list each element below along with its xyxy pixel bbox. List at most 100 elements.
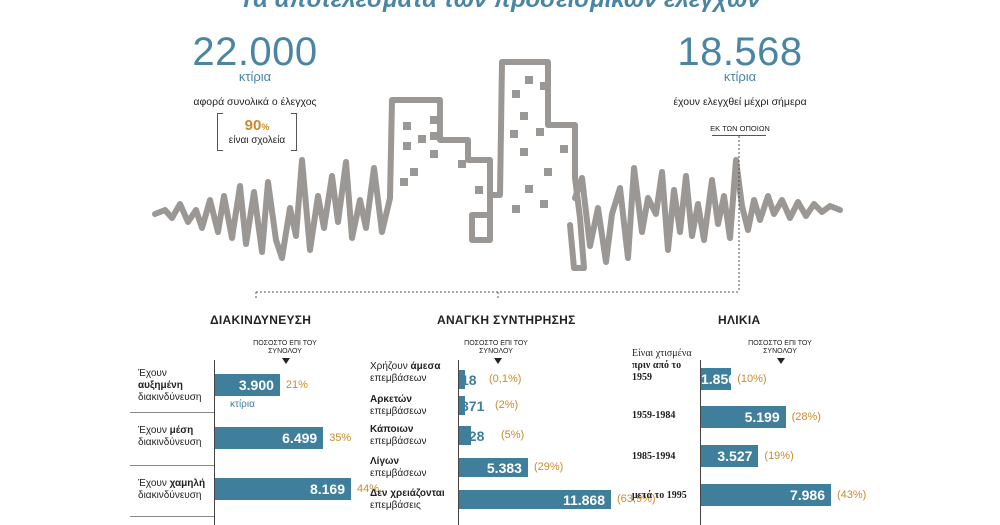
data-bar xyxy=(459,426,471,445)
data-bar xyxy=(701,484,831,506)
label-prefix: Είναι χτισμένα xyxy=(632,348,692,359)
data-bar xyxy=(459,490,611,509)
label-emphasis: μετά το 1995 xyxy=(632,490,687,501)
risk-section-title: ΔΙΑΚΙΝΔΥΝΕΥΣΗ xyxy=(210,313,312,327)
bar-unit-note: κτίρια xyxy=(230,399,255,410)
bar-value-label: 5.383 xyxy=(486,459,522,476)
bar-percentage-label: (2%) xyxy=(495,399,519,411)
total-buildings-unit: κτίρια xyxy=(238,69,272,84)
label-suffix: διακινδύνευση xyxy=(138,437,202,448)
label-emphasis: άμεσα xyxy=(410,361,441,372)
building-windows xyxy=(400,76,568,213)
label-emphasis: αυξημένη xyxy=(138,380,183,391)
checked-buildings-number: 18.568 xyxy=(677,30,803,74)
bar-value-label: 8.169 xyxy=(309,481,345,497)
bar-value-label: 18 xyxy=(461,371,477,388)
label-prefix: Έχουν xyxy=(138,425,170,436)
data-bar xyxy=(701,445,759,467)
category-label: Λίγων επεμβάσεων xyxy=(370,456,456,480)
data-bar xyxy=(215,427,324,449)
label-emphasis: 1985-1994 xyxy=(632,451,676,462)
label-emphasis: Δεν χρειάζονται xyxy=(370,488,445,499)
label-suffix: επεμβάσεων xyxy=(370,436,427,447)
age-header-arrow xyxy=(777,358,785,364)
bar-value-label: 7.986 xyxy=(789,487,825,503)
category-label: 1985-1994 xyxy=(632,451,702,463)
label-emphasis: πριν από το 1959 xyxy=(632,360,682,383)
chart-axis xyxy=(700,360,701,525)
maintenance-column-header: ΠΟΣΟΣΤΟ ΕΠΙ ΤΟΥ ΣΥΝΟΛΟΥ xyxy=(464,340,528,355)
label-emphasis: μέση xyxy=(169,425,194,436)
checked-buildings-unit: κτίρια xyxy=(723,69,757,84)
bar-percentage-label: (19%) xyxy=(764,449,794,462)
bar-value-label: 3.527 xyxy=(717,448,753,464)
schools-percent-sign: % xyxy=(261,122,270,132)
label-emphasis: Κάποιων xyxy=(370,424,414,435)
category-label: Κάποιων επεμβάσεων xyxy=(370,424,456,448)
category-label: Είναι χτισμένα πριν από το 1959 xyxy=(632,348,702,384)
bar-percentage-label: (28%) xyxy=(791,410,821,423)
data-bar xyxy=(215,478,351,500)
schools-caption: είναι σχολεία xyxy=(228,135,286,146)
label-suffix: επεμβάσεις xyxy=(370,500,421,511)
risk-header-arrow xyxy=(282,358,290,364)
seismograph-wave-right xyxy=(572,157,843,265)
age-column-header: ΠΟΣΟΣΤΟ ΕΠΙ ΤΟΥ ΣΥΝΟΛΟΥ xyxy=(748,340,812,355)
bar-percentage-label: (43%) xyxy=(837,488,867,501)
connector-lines xyxy=(255,136,740,300)
bar-value-label: 11.868 xyxy=(562,491,605,508)
category-label: Δεν χρειάζονται επεμβάσεις xyxy=(370,488,456,512)
row-divider xyxy=(130,412,214,413)
category-label: Χρήζουν άμεσα επεμβάσεων xyxy=(370,361,456,385)
bar-value-label: 6.499 xyxy=(282,430,318,446)
bar-percentage-label: 35% xyxy=(329,431,352,444)
total-buildings-stat: 22.000 κτίρια xyxy=(180,30,330,84)
chart-axis xyxy=(458,360,459,525)
data-bar xyxy=(459,458,528,477)
chart-axis xyxy=(214,360,215,525)
data-bar xyxy=(459,370,465,389)
data-bar xyxy=(459,396,465,415)
bar-percentage-label: 21% xyxy=(285,378,308,391)
schools-percentage: 90 xyxy=(244,117,262,134)
label-suffix: διακινδύνευση xyxy=(138,490,202,501)
category-label: μετά το 1995 xyxy=(632,490,702,502)
maintenance-header-arrow xyxy=(494,358,502,364)
checked-buildings-caption: έχουν ελεγχθεί μέχρι σήμερα xyxy=(673,96,807,108)
data-bar xyxy=(701,406,786,428)
bar-percentage-label: 44% xyxy=(357,482,380,495)
seismograph-wave-left xyxy=(152,157,393,261)
bar-value-label: 928 xyxy=(461,427,485,444)
label-prefix: Έχουν xyxy=(138,368,167,379)
age-bar-chart: Είναι χτισμένα πριν από το 1959 1.856 (10%)… xyxy=(630,348,890,525)
label-prefix: Χρήζουν xyxy=(370,361,411,372)
label-prefix: Έχουν xyxy=(138,478,170,489)
of-which-line xyxy=(712,135,766,136)
seismograph-illustration xyxy=(152,59,843,300)
label-suffix: επεμβάσεων xyxy=(370,373,427,384)
checked-buildings-stat: 18.568 κτίρια xyxy=(665,30,815,84)
category-label: 1959-1984 xyxy=(632,410,702,422)
risk-column-header: ΠΟΣΟΣΤΟ ΕΠΙ ΤΟΥ ΣΥΝΟΛΟΥ xyxy=(253,340,317,355)
age-section-title: ΗΛΙΚΙΑ xyxy=(718,313,761,327)
building-outline xyxy=(387,59,587,271)
bar-percentage-label: (10%) xyxy=(737,372,767,385)
bar-percentage-label: (63,9%) xyxy=(617,493,656,505)
schools-box: 90% είναι σχολεία xyxy=(217,113,297,151)
bar-value-label: 5.199 xyxy=(744,409,780,425)
data-bar xyxy=(215,374,280,396)
page-title: Τα αποτελέσματα των προσεισμικών ελέγχων xyxy=(0,0,1000,14)
total-buildings-caption: αφορά συνολικά ο έλεγχος xyxy=(193,96,317,108)
label-emphasis: Λίγων xyxy=(370,456,400,467)
category-label: Αρκετών επεμβάσεων xyxy=(370,394,456,418)
maintenance-section-title: ΑΝΑΓΚΗ ΣΥΝΤΗΡΗΣΗΣ xyxy=(437,313,576,327)
row-divider xyxy=(130,516,214,517)
bar-percentage-label: (5%) xyxy=(501,429,525,441)
maintenance-bar-chart: Χρήζουν άμεσα επεμβάσεων 18 (0,1%) Αρκετών επ… xyxy=(370,360,656,525)
total-buildings-number: 22.000 xyxy=(192,30,318,74)
label-suffix: διακινδύνευση xyxy=(138,392,202,403)
category-label: Έχουν αυξημένη διακινδύνευση xyxy=(138,368,212,404)
bar-percentage-label: (0,1%) xyxy=(489,373,522,385)
label-emphasis: Αρκετών xyxy=(370,394,412,405)
label-suffix: επεμβάσεων xyxy=(370,406,427,417)
